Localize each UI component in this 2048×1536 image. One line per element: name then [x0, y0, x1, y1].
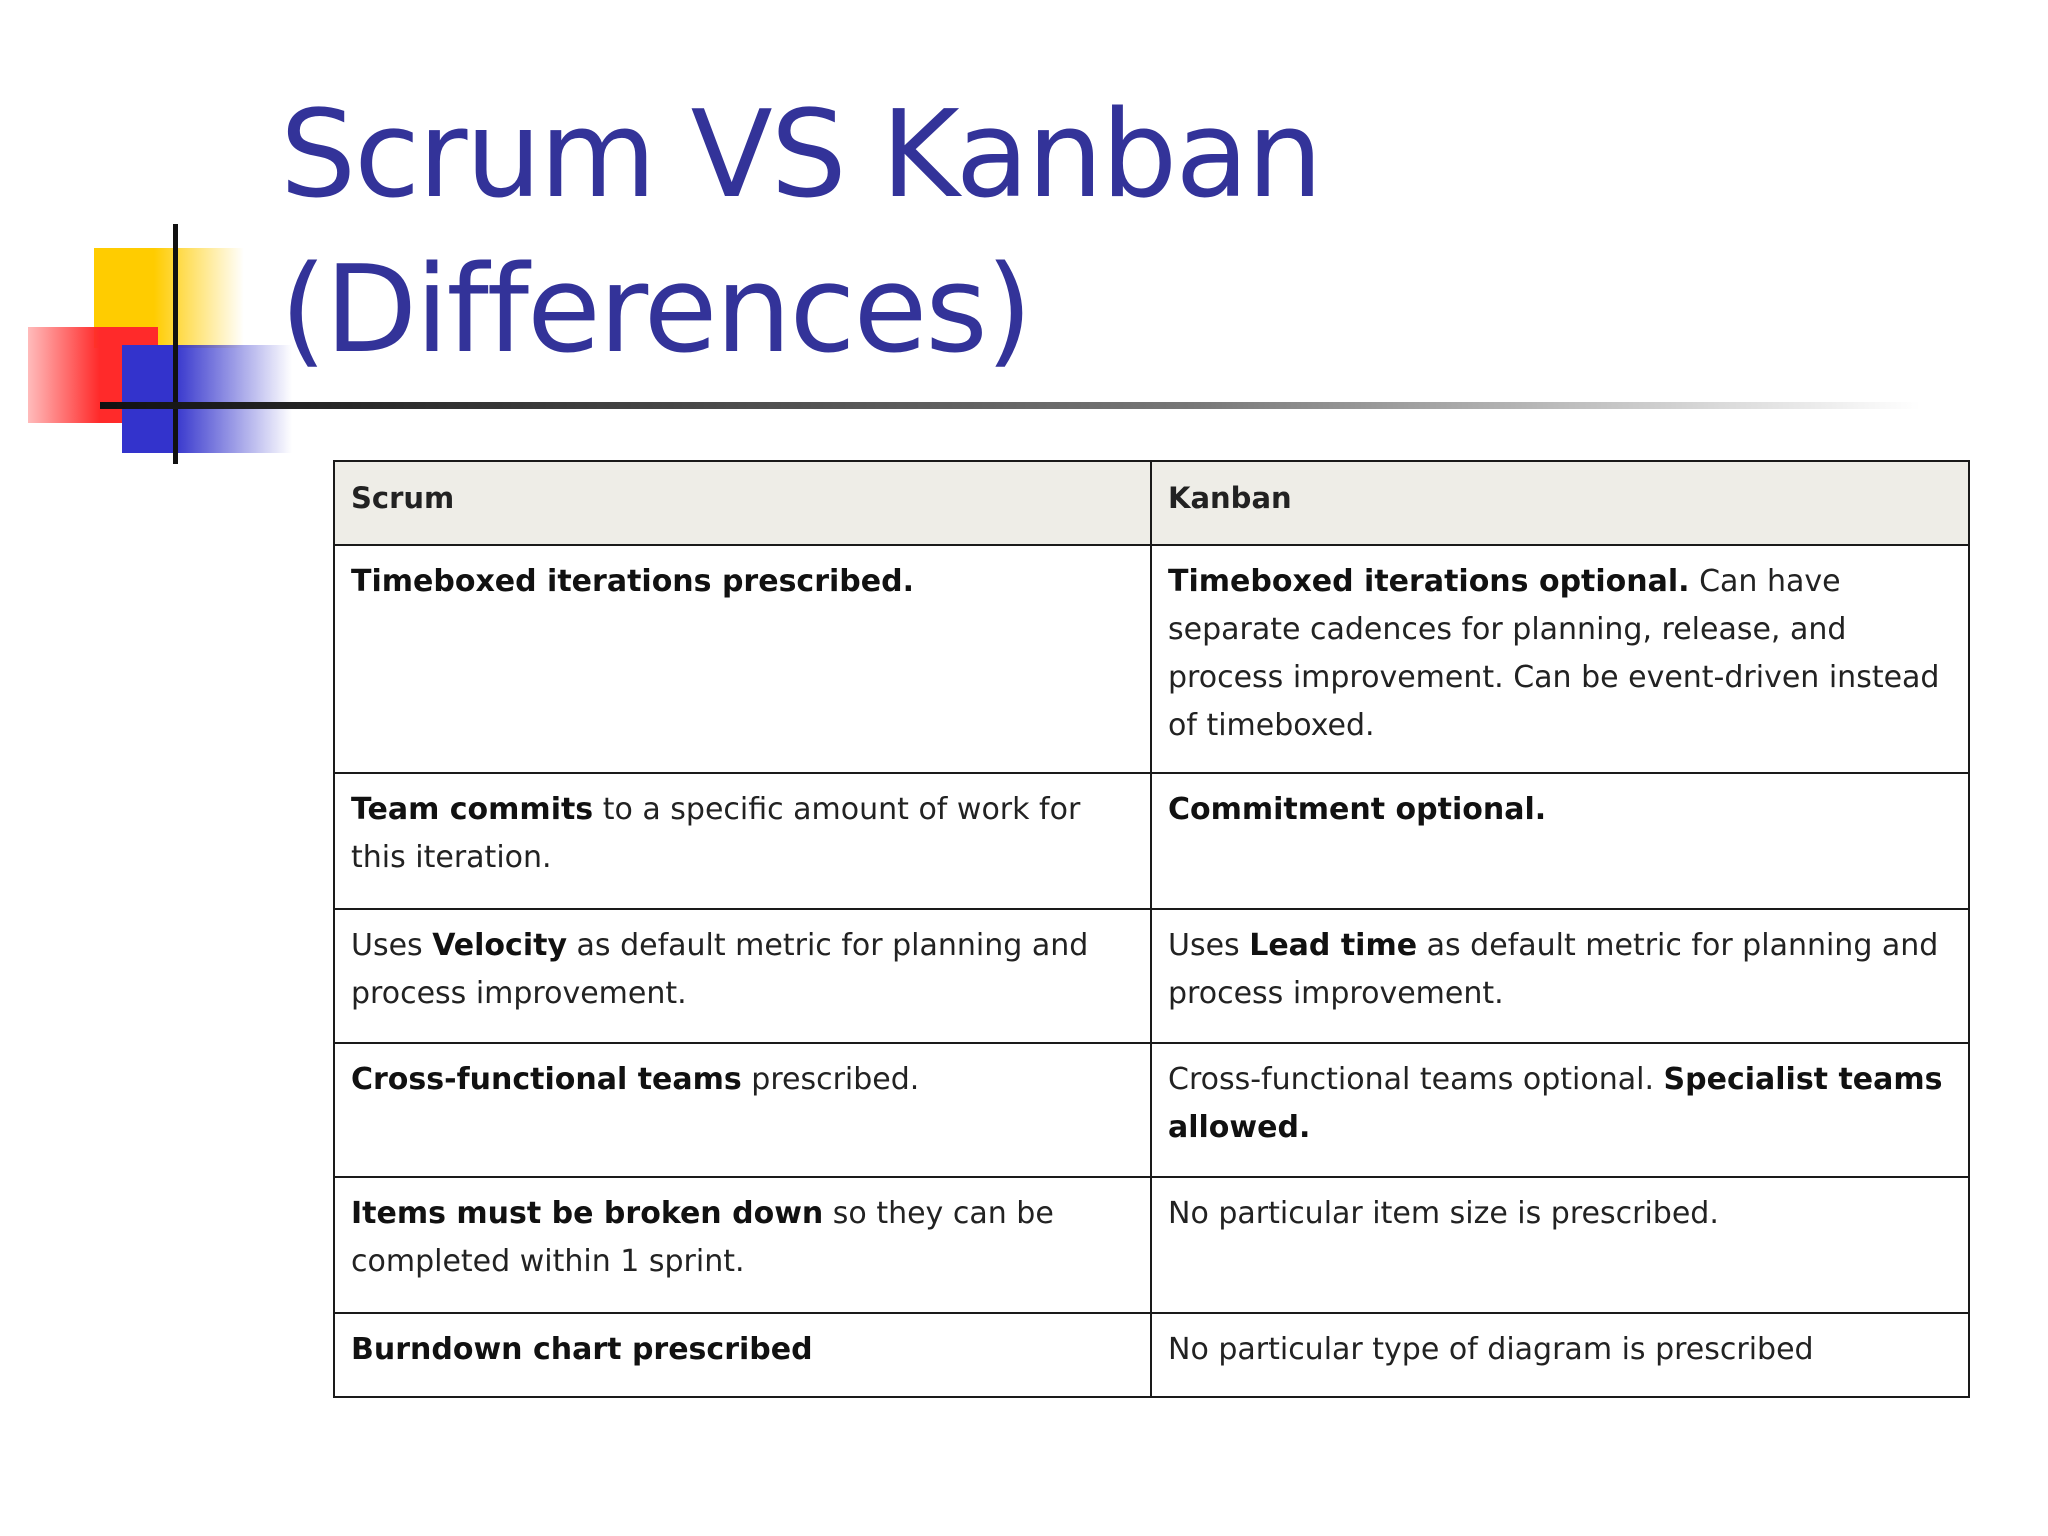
scrum-cell-pre: Uses [351, 928, 433, 963]
table-row: Uses Velocity as default metric for plan… [333, 908, 1970, 1044]
scrum-cell: Burndown chart prescribed [333, 1312, 1152, 1398]
scrum-cell-bold: Cross-functional teams [351, 1062, 742, 1097]
kanban-cell-bold: Specialist teams allowed. [1168, 1062, 1943, 1145]
slide-title-line-1: Scrum VS Kanban [280, 86, 1323, 225]
scrum-cell-bold: Items must be broken down [351, 1196, 824, 1231]
table-row: Cross-functional teams prescribed. Cross… [333, 1042, 1970, 1178]
table-row: Timeboxed iterations prescribed. Timebox… [333, 544, 1970, 774]
logo-vertical-line [173, 224, 178, 464]
kanban-cell: Uses Lead time as default metric for pla… [1150, 908, 1970, 1044]
kanban-cell-bold: Commitment optional. [1168, 792, 1547, 827]
scrum-cell-bold: Team commits [351, 792, 594, 827]
title-underline [100, 402, 1920, 409]
kanban-cell-pre: Cross-functional teams optional. [1168, 1062, 1664, 1097]
kanban-cell-pre: Uses [1168, 928, 1250, 963]
table-header-row: Scrum Kanban [333, 460, 1970, 546]
scrum-cell: Timeboxed iterations prescribed. [333, 544, 1152, 774]
scrum-cell-text: to a specific amount of work for this it… [351, 792, 1081, 875]
scrum-cell-text: as default metric for planning and proce… [351, 928, 1089, 1011]
scrum-cell-bold: Velocity [432, 928, 567, 963]
kanban-cell-bold: Timeboxed iterations optional. [1168, 564, 1690, 599]
slide-title-line-2: (Differences) [280, 241, 1033, 380]
kanban-cell: No particular item size is prescribed. [1150, 1176, 1970, 1314]
scrum-cell-bold: Burndown chart prescribed [351, 1332, 813, 1367]
scrum-cell: Items must be broken down so they can be… [333, 1176, 1152, 1314]
header-kanban: Kanban [1150, 460, 1970, 546]
table-row: Items must be broken down so they can be… [333, 1176, 1970, 1314]
kanban-cell: Commitment optional. [1150, 772, 1970, 910]
scrum-cell-bold: Timeboxed iterations prescribed. [351, 564, 914, 599]
scrum-cell: Team commits to a specific amount of wor… [333, 772, 1152, 910]
kanban-cell-pre: No particular type of diagram is prescri… [1168, 1332, 1814, 1367]
comparison-table: Scrum Kanban Timeboxed iterations prescr… [333, 460, 1970, 1398]
scrum-cell-text: prescribed. [741, 1062, 920, 1097]
scrum-cell-text: so they can be completed within 1 sprint… [351, 1196, 1054, 1279]
header-scrum: Scrum [333, 460, 1152, 546]
kanban-cell: Timeboxed iterations optional. Can have … [1150, 544, 1970, 774]
kanban-cell: No particular type of diagram is prescri… [1150, 1312, 1970, 1398]
table-row: Burndown chart prescribed No particular … [333, 1312, 1970, 1398]
kanban-cell-text: as default metric for planning and proce… [1168, 928, 1939, 1011]
scrum-cell: Uses Velocity as default metric for plan… [333, 908, 1152, 1044]
scrum-cell: Cross-functional teams prescribed. [333, 1042, 1152, 1178]
slide-title: Scrum VS Kanban (Differences) [280, 78, 1930, 388]
kanban-cell: Cross-functional teams optional. Special… [1150, 1042, 1970, 1178]
kanban-cell-bold: Lead time [1249, 928, 1418, 963]
logo-blue-square [122, 345, 292, 453]
table-row: Team commits to a specific amount of wor… [333, 772, 1970, 910]
kanban-cell-pre: No particular item size is prescribed. [1168, 1196, 1719, 1231]
kanban-cell-text: Can have separate cadences for planning,… [1168, 564, 1940, 743]
